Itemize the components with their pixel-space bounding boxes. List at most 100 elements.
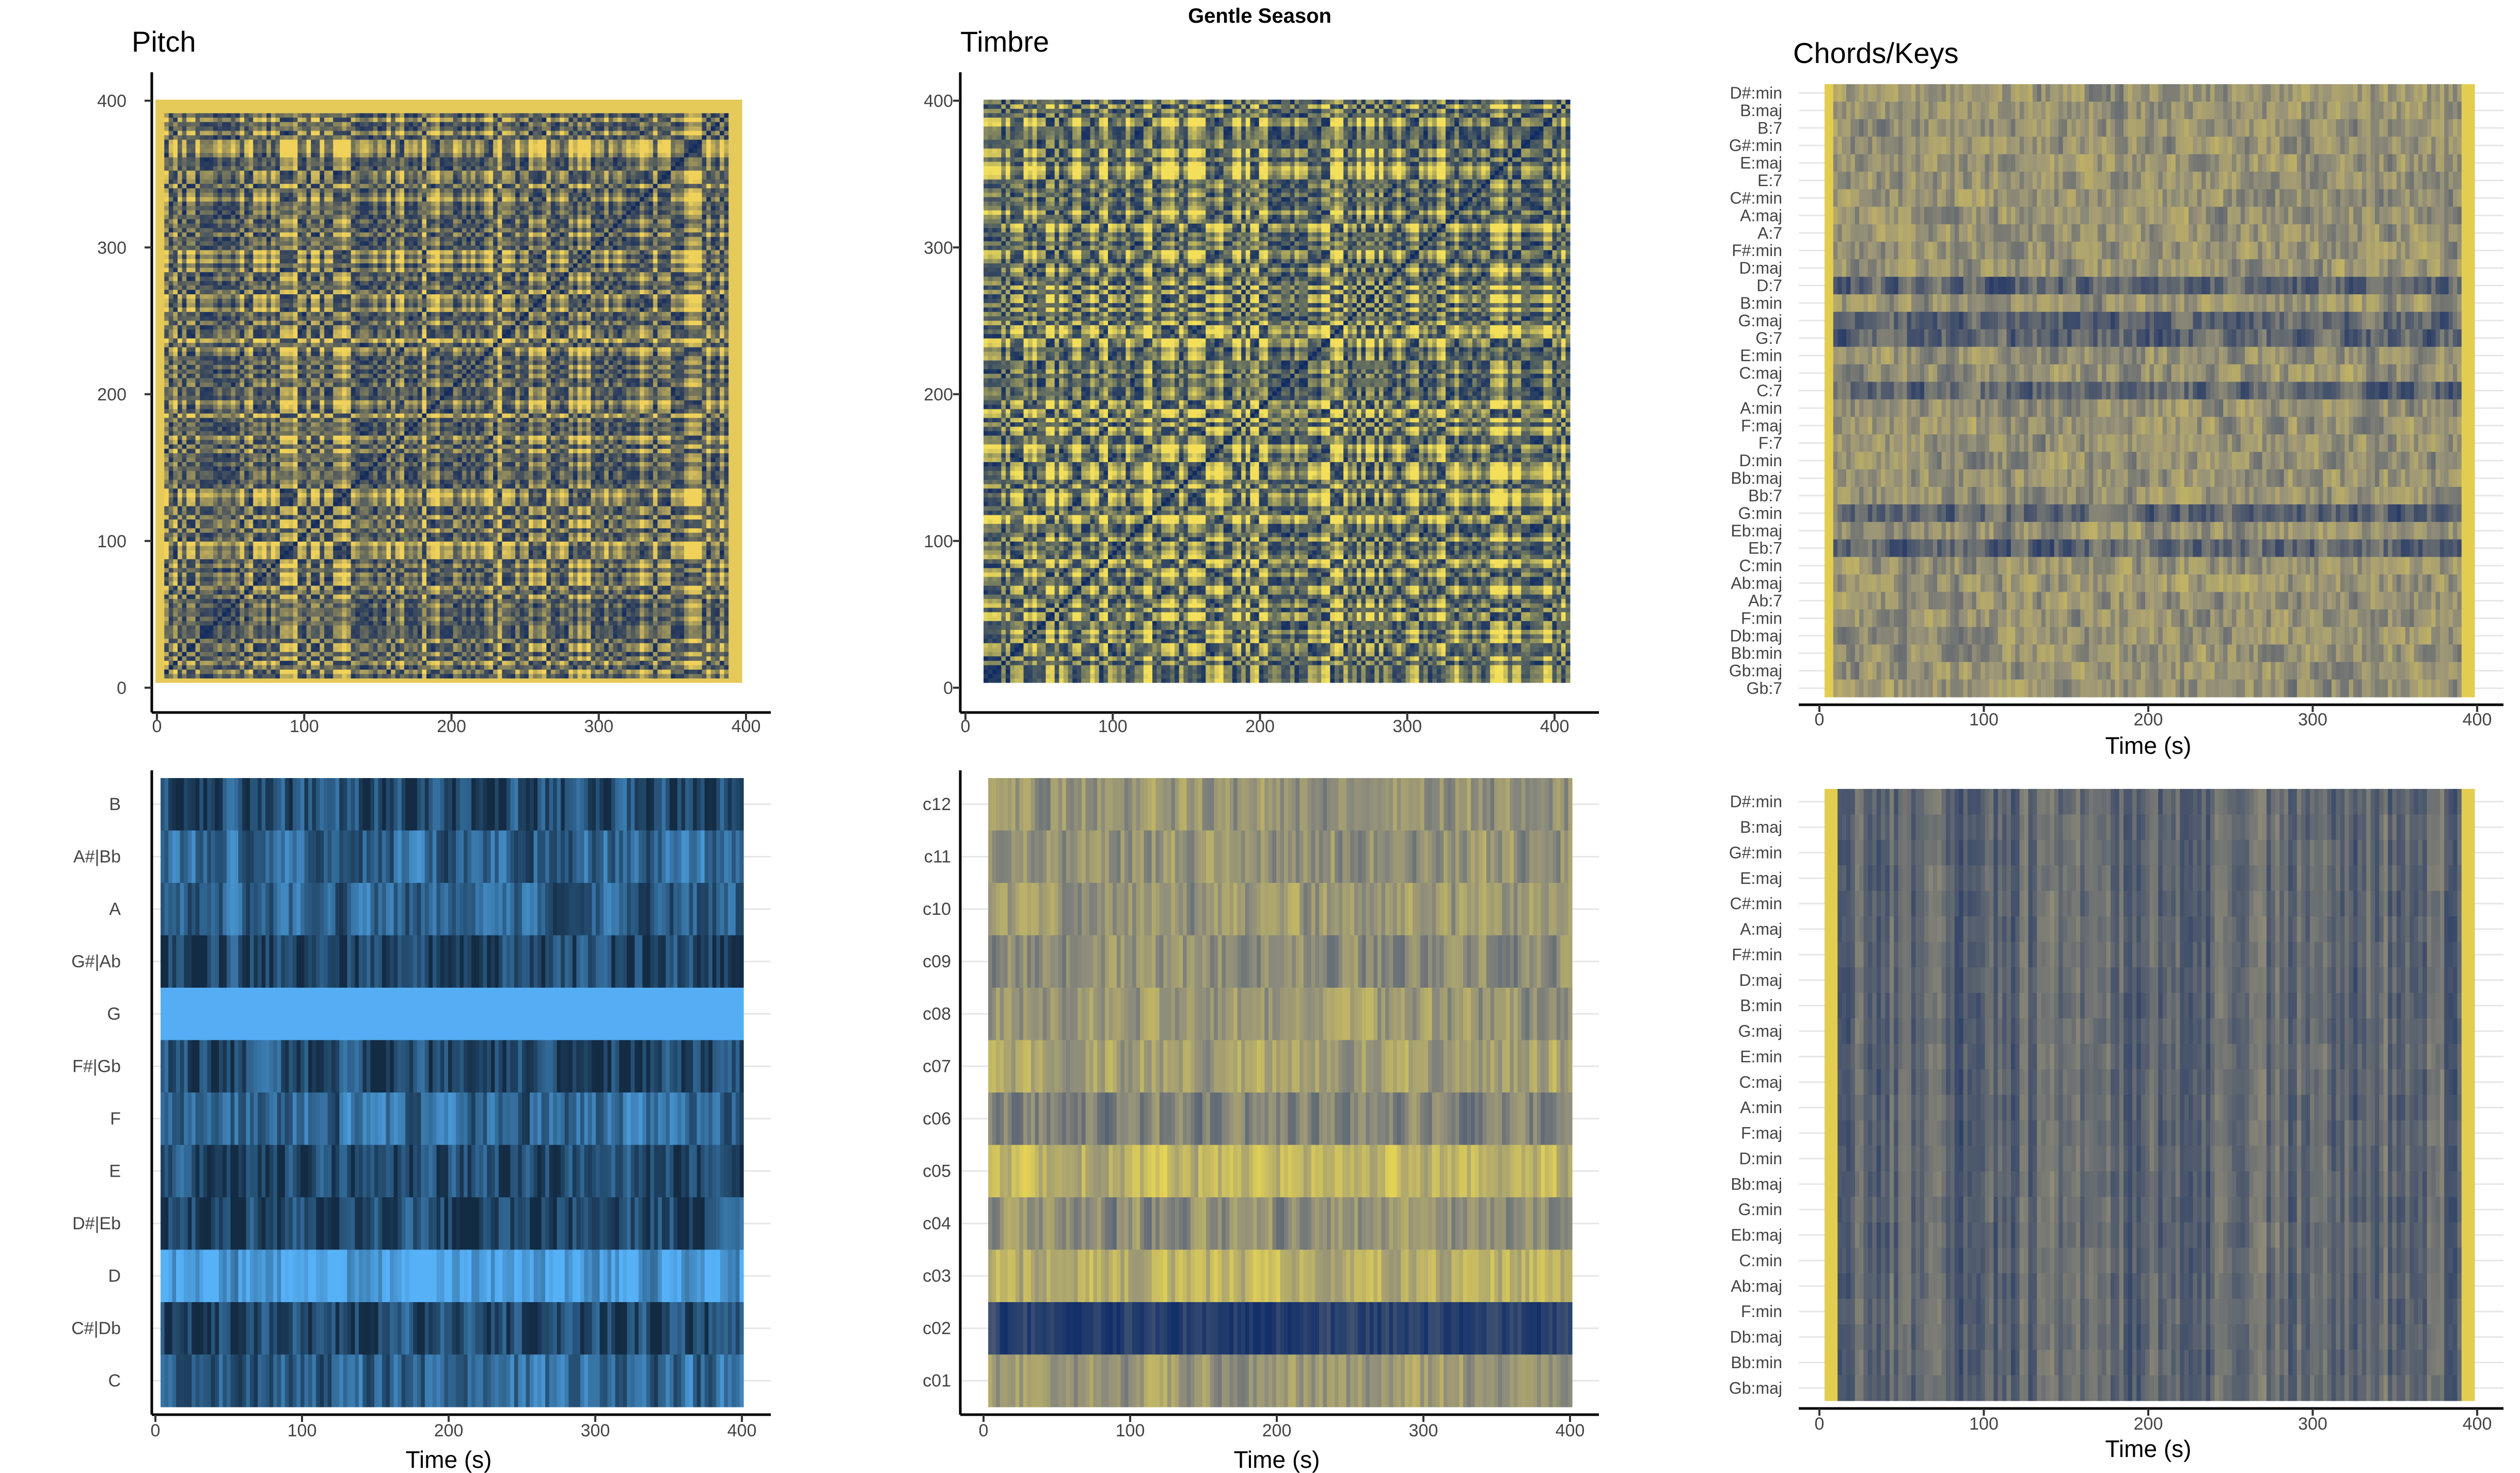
heatmap-cell	[200, 280, 205, 286]
heatmap-cell	[168, 563, 173, 568]
heatmap-cell	[226, 559, 231, 564]
heatmap-cell	[173, 435, 178, 440]
heatmap-cell	[244, 417, 249, 422]
heatmap-cell	[217, 100, 223, 105]
heatmap-cell	[289, 669, 294, 674]
heatmap-cell	[284, 413, 289, 418]
heatmap-cell	[204, 532, 209, 537]
heatmap-cell	[226, 298, 231, 304]
heatmap-cell	[297, 157, 303, 162]
heatmap-cell	[178, 369, 183, 374]
heatmap-cell	[178, 532, 183, 537]
heatmap-cell	[244, 356, 249, 361]
heatmap-cell	[240, 175, 245, 180]
heatmap-cell	[284, 249, 289, 255]
heatmap-cell	[217, 294, 223, 299]
heatmap-cell	[311, 448, 316, 453]
heatmap-cell	[195, 479, 200, 484]
heatmap-cell	[173, 417, 178, 422]
heatmap-cell	[280, 576, 285, 581]
heatmap-cell	[280, 285, 285, 290]
heatmap-cell	[178, 170, 183, 175]
heatmap-cell	[257, 386, 263, 392]
heatmap-cell	[213, 369, 218, 374]
heatmap-cell	[226, 334, 231, 339]
heatmap-cell	[289, 223, 294, 228]
heatmap-cell	[306, 241, 311, 246]
heatmap-cell	[293, 356, 298, 361]
heatmap-cell	[182, 510, 187, 515]
heatmap-cell	[186, 545, 192, 551]
heatmap-cell	[222, 594, 227, 599]
heatmap-cell	[209, 294, 214, 299]
heatmap-cell	[289, 289, 294, 294]
heatmap-cell	[293, 431, 298, 436]
heatmap-cell	[297, 479, 303, 484]
heatmap-cell	[271, 643, 276, 648]
heatmap-cell	[217, 633, 223, 639]
heatmap-cell	[306, 439, 311, 445]
heatmap-cell	[253, 205, 258, 211]
heatmap-cell	[271, 408, 276, 414]
heatmap-cell	[240, 563, 245, 568]
heatmap-cell	[217, 444, 223, 449]
heatmap-cell	[209, 594, 214, 599]
heatmap-cell	[280, 536, 285, 542]
heatmap-cell	[244, 563, 249, 568]
heatmap-cell	[186, 205, 192, 211]
heatmap-cell	[293, 121, 298, 126]
heatmap-cell	[302, 373, 307, 378]
heatmap-cell	[173, 576, 178, 581]
heatmap-cell	[231, 298, 236, 304]
heatmap-cell	[168, 236, 173, 242]
heatmap-cell	[191, 334, 196, 339]
heatmap-cell	[160, 590, 165, 595]
heatmap-cell	[160, 236, 165, 242]
heatmap-cell	[280, 515, 285, 520]
heatmap-cell	[168, 673, 173, 679]
heatmap-cell	[266, 497, 272, 502]
heatmap-cell	[160, 625, 165, 630]
heatmap-cell	[195, 254, 200, 259]
heatmap-cell	[280, 555, 285, 560]
heatmap-cell	[200, 643, 205, 648]
heatmap-cell	[320, 470, 325, 476]
heatmap-cell	[289, 214, 294, 219]
heatmap-cell	[178, 524, 183, 529]
heatmap-cell	[275, 576, 280, 581]
heatmap-cell	[168, 408, 173, 414]
heatmap-cell	[297, 298, 303, 304]
heatmap-cell	[200, 656, 205, 661]
heatmap-cell	[226, 241, 231, 246]
heatmap-cell	[155, 157, 161, 162]
heatmap-cell	[164, 417, 169, 422]
heatmap-cell	[213, 170, 218, 175]
heatmap-cell	[178, 334, 183, 339]
heatmap-cell	[284, 594, 289, 599]
heatmap-cell	[271, 426, 276, 432]
heatmap-cell	[182, 232, 187, 237]
heatmap-cell	[271, 603, 276, 608]
heatmap-cell	[244, 612, 249, 617]
heatmap-cell	[164, 515, 169, 520]
heatmap-cell	[289, 545, 294, 551]
heatmap-cell	[226, 192, 231, 197]
heatmap-cell	[289, 559, 294, 564]
heatmap-cell	[160, 285, 165, 290]
heatmap-cell	[226, 497, 231, 502]
heatmap-cell	[275, 126, 280, 131]
heatmap-cell	[248, 210, 253, 215]
heatmap-cell	[222, 621, 227, 626]
heatmap-cell	[209, 365, 214, 370]
heatmap-cell	[168, 545, 173, 551]
heatmap-cell	[284, 598, 289, 604]
heatmap-cell	[231, 652, 236, 657]
heatmap-cell	[275, 108, 280, 114]
heatmap-cell	[231, 113, 236, 118]
heatmap-cell	[164, 144, 169, 149]
heatmap-cell	[168, 585, 173, 590]
heatmap-cell	[186, 567, 192, 573]
heatmap-cell	[266, 386, 272, 392]
heatmap-cell	[178, 100, 183, 105]
heatmap-cell	[200, 444, 205, 449]
